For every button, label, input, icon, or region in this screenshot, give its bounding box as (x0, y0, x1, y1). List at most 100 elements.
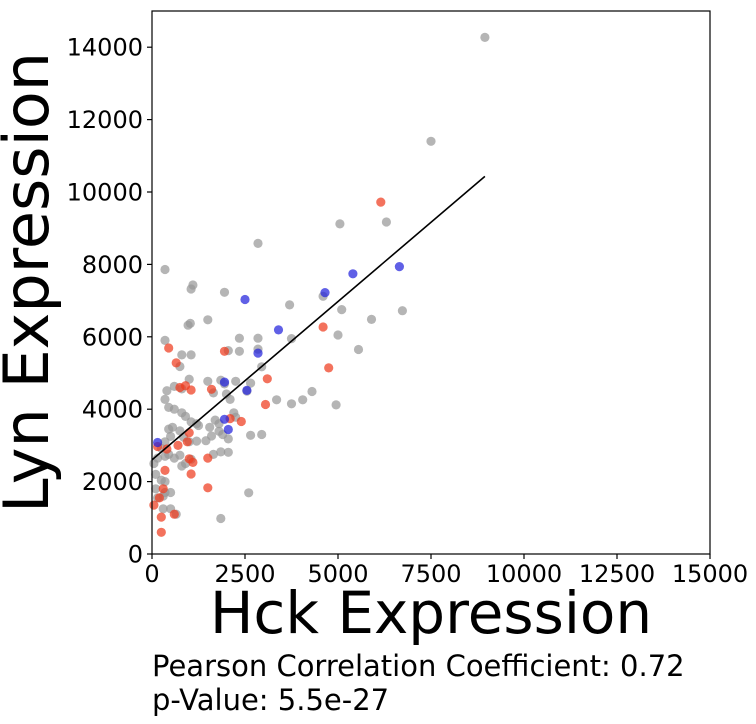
data-point-gray-58 (192, 436, 202, 446)
data-point-gray-38 (203, 376, 213, 386)
data-point-gray-17 (203, 315, 213, 325)
data-point-blue-9 (223, 424, 233, 435)
data-point-blue-8 (219, 414, 230, 424)
data-point-gray-6 (337, 305, 347, 315)
data-point-gray-70 (257, 429, 267, 440)
data-point-blue-0 (394, 262, 404, 272)
data-point-gray-92 (151, 484, 161, 494)
data-point-red-24 (158, 484, 168, 494)
data-point-gray-2 (381, 217, 391, 227)
data-point-red-2 (324, 363, 334, 373)
data-point-gray-20 (253, 333, 263, 343)
data-point-blue-10 (153, 437, 163, 448)
data-point-gray-28 (186, 350, 196, 360)
fit-line-layer (151, 175, 486, 461)
y-tick-label: 6000 (82, 323, 143, 351)
data-point-blue-5 (253, 348, 263, 358)
data-point-gray-74 (307, 386, 317, 397)
y-tick-label: 8000 (82, 251, 143, 279)
data-point-gray-21 (234, 333, 244, 343)
x-tick-label: 12500 (579, 560, 655, 588)
data-point-red-20 (188, 457, 198, 467)
data-point-gray-42 (246, 378, 256, 388)
data-point-gray-68 (223, 434, 233, 444)
y-axis-ticks: 0 2000 4000 6000 8000 10000 12000 14000 (67, 34, 152, 569)
data-point-red-0 (376, 197, 386, 207)
data-point-gray-34 (160, 394, 170, 404)
data-point-gray-77 (223, 447, 233, 457)
data-point-gray-101 (244, 488, 254, 498)
data-point-blue-7 (219, 377, 230, 387)
data-point-gray-75 (331, 400, 341, 410)
data-point-red-11 (175, 382, 185, 393)
data-point-red-16 (173, 440, 183, 450)
data-point-gray-16 (160, 264, 170, 275)
y-tick-label: 12000 (67, 106, 143, 134)
data-point-gray-72 (286, 399, 297, 409)
y-tick-label: 10000 (67, 179, 143, 207)
points-layer (149, 32, 490, 537)
data-point-gray-36 (169, 404, 179, 414)
data-point-red-12 (171, 358, 181, 368)
data-point-blue-4 (273, 325, 284, 335)
p-value-annotation: p-Value: 5.5e-27 (152, 683, 390, 717)
data-point-gray-71 (272, 395, 282, 405)
y-tick-label: 4000 (82, 396, 143, 424)
y-tick-label: 2000 (82, 468, 143, 496)
data-point-red-13 (164, 343, 174, 353)
data-point-gray-94 (166, 487, 176, 498)
data-point-red-5 (236, 416, 246, 427)
data-point-red-29 (156, 527, 166, 537)
data-point-gray-12 (286, 334, 297, 344)
data-point-gray-65 (164, 424, 174, 434)
x-tick-label: 7500 (400, 560, 461, 588)
data-point-gray-27 (177, 350, 187, 360)
data-point-gray-76 (216, 447, 226, 457)
data-point-gray-100 (216, 513, 226, 524)
data-point-gray-15 (219, 287, 230, 297)
x-axis-ticks: 0 2500 5000 7500 10000 12500 15000 (144, 554, 748, 588)
x-axis-label: Hck Expression (210, 579, 652, 647)
data-point-blue-1 (348, 269, 358, 279)
data-point-red-15 (182, 437, 192, 447)
data-point-gray-46 (225, 394, 235, 404)
data-point-gray-22 (160, 335, 170, 345)
data-point-red-8 (206, 384, 217, 394)
data-point-gray-97 (158, 504, 168, 514)
data-point-gray-3 (335, 219, 345, 229)
x-tick-label: 15000 (672, 560, 748, 588)
data-point-gray-89 (151, 469, 161, 479)
pearson-correlation-annotation: Pearson Correlation Coefficient: 0.72 (152, 649, 685, 683)
data-point-blue-6 (242, 385, 252, 395)
data-point-red-25 (154, 493, 164, 503)
data-point-red-7 (219, 346, 230, 356)
data-point-gray-81 (177, 461, 187, 471)
data-point-gray-5 (397, 306, 407, 316)
data-point-gray-0 (480, 32, 490, 43)
data-point-red-21 (186, 469, 196, 479)
data-point-gray-69 (246, 430, 256, 440)
x-tick-label: 2500 (214, 560, 275, 588)
data-point-gray-4 (253, 238, 263, 248)
x-tick-label: 5000 (307, 560, 368, 588)
data-point-red-27 (169, 509, 179, 519)
data-point-gray-66 (201, 436, 211, 446)
data-point-gray-19 (183, 320, 193, 330)
data-point-red-14 (184, 428, 194, 438)
data-point-red-4 (260, 399, 271, 410)
data-point-gray-9 (366, 314, 377, 324)
y-axis-label: Lyn Expression (0, 52, 63, 513)
x-tick-label: 0 (144, 560, 159, 588)
data-point-red-23 (203, 483, 213, 493)
data-point-gray-14 (186, 284, 196, 294)
x-tick-label: 10000 (486, 560, 562, 588)
data-point-blue-2 (320, 288, 330, 298)
data-point-blue-3 (240, 294, 250, 305)
data-point-gray-1 (426, 136, 436, 146)
data-point-gray-88 (149, 458, 159, 469)
data-point-gray-33 (162, 386, 172, 396)
data-point-gray-73 (298, 395, 308, 405)
data-point-gray-53 (192, 419, 202, 429)
y-tick-label: 0 (128, 541, 143, 569)
